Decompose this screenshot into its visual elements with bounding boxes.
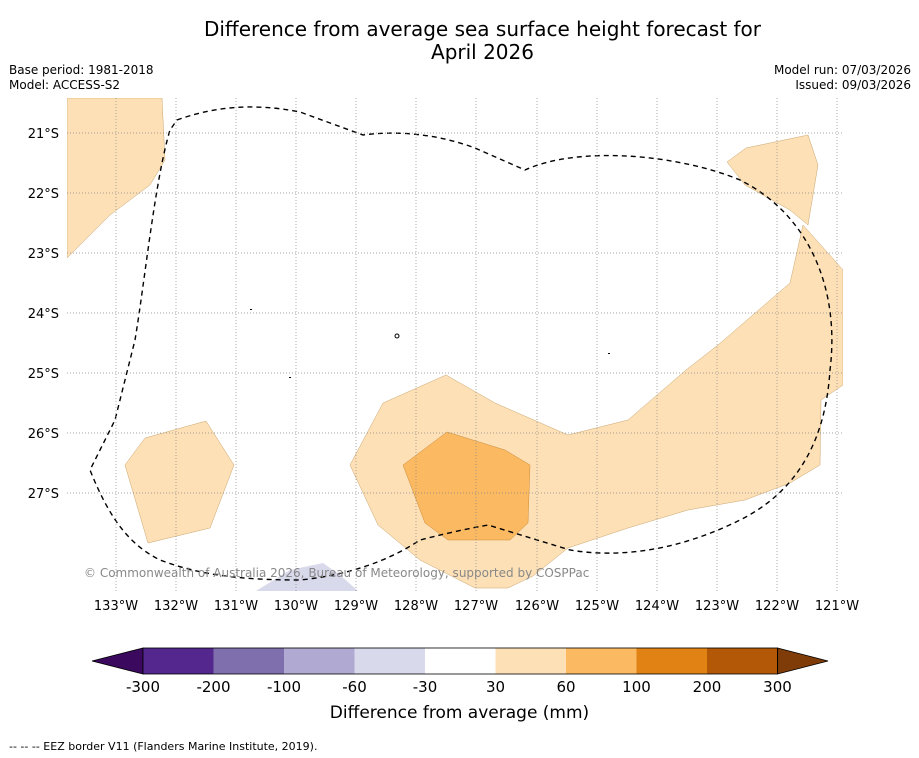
colorbar-bin bbox=[284, 648, 355, 674]
graticule bbox=[67, 98, 843, 591]
anomaly-30-60-northeast bbox=[726, 134, 819, 226]
colorbar-bin bbox=[636, 648, 707, 674]
colorbar-tick: 30 bbox=[486, 678, 505, 696]
lat-label: 23°S bbox=[28, 247, 59, 262]
colorbar-tick: -30 bbox=[413, 678, 438, 696]
meta-right: Model run: 07/03/2026 Issued: 09/03/2026 bbox=[774, 63, 911, 93]
colorbar-bin bbox=[354, 648, 425, 674]
island-marker bbox=[608, 353, 610, 354]
island-marker bbox=[394, 333, 400, 339]
lat-label: 22°S bbox=[28, 187, 59, 202]
colorbar-bin bbox=[213, 648, 284, 674]
colorbar-bin bbox=[566, 648, 637, 674]
lon-label: 128°W bbox=[394, 599, 438, 614]
lon-label: 122°W bbox=[755, 599, 799, 614]
colorbar-bin bbox=[143, 648, 214, 674]
lon-label: 124°W bbox=[635, 599, 679, 614]
lat-label: 26°S bbox=[28, 427, 59, 442]
lon-label: 133°W bbox=[94, 599, 138, 614]
lon-label: 127°W bbox=[454, 599, 498, 614]
lon-label: 131°W bbox=[214, 599, 258, 614]
chart-title-line2: April 2026 bbox=[431, 40, 534, 64]
lon-label: 121°W bbox=[815, 599, 859, 614]
colorbar-tick: 60 bbox=[556, 678, 575, 696]
colorbar-tick: -100 bbox=[267, 678, 301, 696]
colorbar-tick: 100 bbox=[622, 678, 651, 696]
eez-footnote: -- -- -- EEZ border V11 (Flanders Marine… bbox=[9, 740, 318, 753]
colorbar-tick: 300 bbox=[763, 678, 792, 696]
colorbar-bin bbox=[707, 648, 778, 674]
colorbar-bin bbox=[425, 648, 496, 674]
lat-label: 27°S bbox=[28, 487, 59, 502]
model-run: Model run: 07/03/2026 bbox=[773, 63, 911, 77]
colorbar-frame bbox=[142, 647, 778, 675]
issued-date: Issued: 09/03/2026 bbox=[795, 78, 911, 92]
colorbar-tick: -300 bbox=[126, 678, 160, 696]
meta-left: Base period: 1981-2018 Model: ACCESS-S2 bbox=[9, 63, 154, 93]
lon-label: 129°W bbox=[334, 599, 378, 614]
anomaly-30-60-northwest bbox=[67, 98, 166, 259]
chart-title-line1: Difference from average sea surface heig… bbox=[203, 17, 762, 41]
eez-border bbox=[89, 106, 833, 581]
island-marker bbox=[250, 309, 252, 310]
colorbar-tick: -60 bbox=[342, 678, 367, 696]
colorbar-tick: 200 bbox=[693, 678, 722, 696]
anomaly-60-100-core bbox=[402, 431, 531, 541]
lat-label: 24°S bbox=[28, 307, 59, 322]
anomaly-neg60-30-south bbox=[256, 563, 358, 591]
lon-label: 132°W bbox=[154, 599, 198, 614]
map-panel: © Commonwealth of Australia 2026, Bureau… bbox=[67, 98, 843, 591]
colorbar-extend-min bbox=[91, 647, 144, 675]
base-period: Base period: 1981-2018 bbox=[9, 63, 154, 77]
lon-label: 126°W bbox=[515, 599, 559, 614]
colorbar bbox=[91, 647, 829, 675]
lat-label: 21°S bbox=[28, 127, 59, 142]
lon-label: 123°W bbox=[695, 599, 739, 614]
lon-label: 125°W bbox=[575, 599, 619, 614]
chart-title: Difference from average sea surface heig… bbox=[0, 18, 919, 64]
lat-label: 25°S bbox=[28, 367, 59, 382]
colorbar-label: Difference from average (mm) bbox=[329, 703, 590, 723]
colorbar-bin bbox=[495, 648, 566, 674]
model-name: Model: ACCESS-S2 bbox=[9, 78, 121, 92]
copyright-notice: © Commonwealth of Australia 2026, Bureau… bbox=[84, 566, 589, 580]
colorbar-extend-max bbox=[777, 647, 829, 675]
anomaly-30-60-west bbox=[124, 420, 235, 544]
colorbar-tick: -200 bbox=[196, 678, 230, 696]
island-marker bbox=[289, 377, 291, 378]
lon-label: 130°W bbox=[274, 599, 318, 614]
